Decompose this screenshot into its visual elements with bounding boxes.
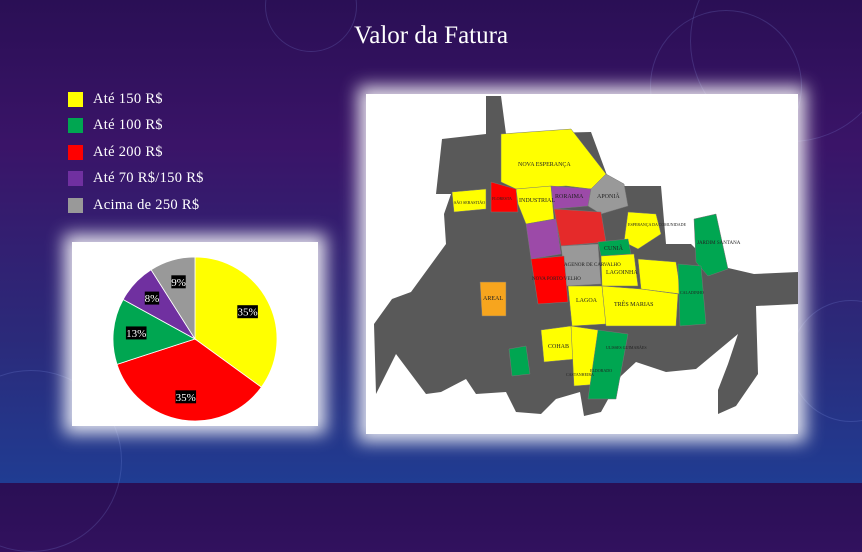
map-region-jardim-santana bbox=[693, 213, 729, 277]
map-label: LAGOA bbox=[576, 298, 598, 304]
map-region-sao-sebastiao bbox=[451, 188, 487, 213]
pie-slice bbox=[112, 298, 197, 365]
map-region-red-center bbox=[553, 208, 607, 247]
map-label: CASTANHEIRA bbox=[566, 372, 594, 377]
legend-item: Até 100 R$ bbox=[68, 113, 204, 140]
legend-swatch bbox=[68, 171, 83, 187]
pie-data-label-bg bbox=[125, 326, 147, 340]
map-label: CALADINHO bbox=[680, 290, 704, 295]
pie-data-label: 8% bbox=[145, 293, 160, 305]
map-region-small-yellow-east bbox=[637, 258, 682, 295]
map-label: RORAIMA bbox=[555, 194, 584, 200]
map-region-areal bbox=[479, 281, 507, 317]
pie-data-label: 9% bbox=[171, 277, 186, 289]
map-label: COHAB bbox=[548, 344, 569, 350]
map-label: INDUSTRIAL bbox=[519, 198, 555, 204]
map-label: AGENOR DE CARVALHO bbox=[564, 263, 621, 268]
legend-item: Até 200 R$ bbox=[68, 139, 204, 166]
map-label: SÃO SEBASTIÃO bbox=[454, 200, 485, 205]
legend-item: Até 70 R$/150 R$ bbox=[68, 166, 204, 193]
map-region-nova-porto-velho bbox=[530, 255, 569, 305]
map-label: NOVA ESPERANÇA bbox=[518, 162, 571, 168]
map-label: ELDORADO bbox=[590, 368, 612, 373]
pie-slice bbox=[194, 256, 278, 388]
map-label: ULISSES GUIMARÃES bbox=[606, 345, 647, 350]
map-region-lagoinha bbox=[600, 253, 639, 287]
map-label: FLORESTA bbox=[492, 196, 512, 201]
map-label: APONIÃ bbox=[597, 192, 620, 200]
legend-label: Até 200 R$ bbox=[93, 143, 163, 160]
neighborhood-map: NOVA ESPERANÇA INDUSTRIAL RORAIMA APONIÃ… bbox=[374, 96, 798, 416]
legend-label: Até 70 R$/150 R$ bbox=[93, 170, 204, 187]
pie-data-label: 13% bbox=[126, 328, 146, 340]
pie-data-label-bg bbox=[175, 390, 197, 404]
map-region-aponia bbox=[587, 173, 629, 215]
pie-data-label-bg bbox=[237, 305, 258, 319]
legend-label: Até 150 R$ bbox=[93, 90, 163, 107]
map-region-lagoa bbox=[567, 285, 607, 327]
legend: Até 150 R$ Até 100 R$ Até 200 R$ Até 70 … bbox=[68, 86, 204, 219]
map-label: JARDIM SANTANA bbox=[697, 241, 741, 246]
pie-data-label: 35% bbox=[238, 307, 258, 319]
map-region-floresta bbox=[490, 181, 519, 213]
pie-data-label: 35% bbox=[176, 392, 196, 404]
pie-slice bbox=[116, 338, 262, 422]
legend-swatch bbox=[68, 91, 83, 107]
legend-label: Até 100 R$ bbox=[93, 117, 163, 134]
map-label: NOVA PORTO VELHO bbox=[532, 277, 581, 282]
map-label: TRÊS MARIAS bbox=[614, 300, 654, 308]
background-ring bbox=[790, 300, 862, 422]
legend-swatch bbox=[68, 144, 83, 160]
map-label: LAGOINHA bbox=[606, 270, 638, 276]
legend-item: Acima de 250 R$ bbox=[68, 192, 204, 219]
map-region-green-east bbox=[677, 263, 707, 327]
map-region-tres-marias bbox=[601, 285, 679, 327]
legend-swatch bbox=[68, 118, 83, 134]
map-label: CUNIÃ bbox=[604, 244, 624, 252]
map-panel: NOVA ESPERANÇA INDUSTRIAL RORAIMA APONIÃ… bbox=[366, 94, 798, 434]
legend-item: Até 150 R$ bbox=[68, 86, 204, 113]
legend-label: Acima de 250 R$ bbox=[93, 196, 200, 213]
pie-chart: 35% 35% 13% 8% 9% bbox=[112, 256, 278, 422]
map-region-purple-west bbox=[525, 218, 562, 260]
pie-chart-panel: 35% 35% 13% 8% 9% bbox=[72, 242, 318, 426]
legend-swatch bbox=[68, 197, 83, 213]
map-region-nova-esperanca bbox=[500, 128, 607, 190]
pie-data-label-bg bbox=[171, 275, 186, 289]
map-region-green-southwest bbox=[508, 345, 531, 377]
map-label: ESPERANÇA DA COMUNIDADE bbox=[628, 222, 687, 227]
map-region-esperanca-comunidade bbox=[623, 211, 662, 250]
slide-title: Valor da Fatura bbox=[353, 22, 509, 49]
pie-data-label-bg bbox=[144, 291, 160, 305]
map-label: AREAL bbox=[483, 296, 503, 302]
map-region-green-south bbox=[587, 329, 629, 400]
